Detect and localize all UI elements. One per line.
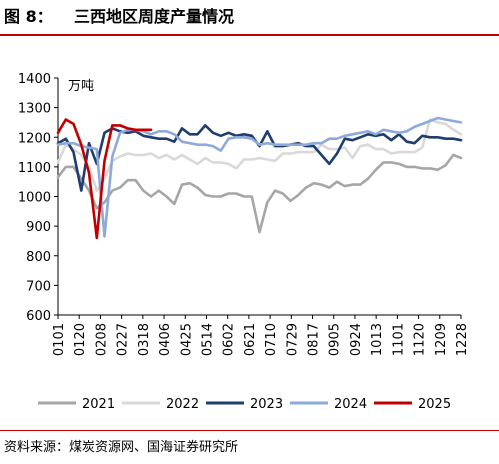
y-tick-label: 700 [26,279,51,294]
x-tick-label: 0905 [328,323,343,356]
x-tick-label: 0406 [158,323,173,356]
y-tick-label: 1300 [18,102,51,117]
y-tick-label: 1100 [18,161,51,176]
line-chart: 600 700 800 900 1000 1100 1200 1300 1400 0101 0120… [18,72,470,412]
x-tick-label: 1013 [370,323,385,356]
y-tick-label: 1000 [18,191,51,206]
x-tick-label: 0120 [73,323,88,356]
x-tick-label: 0924 [349,323,364,356]
y-tick-label: 900 [26,220,51,235]
top-divider [0,34,499,36]
y-tick-label: 1200 [18,131,51,146]
x-tick-label: 0227 [116,323,131,356]
legend-label-2021: 2021 [82,397,115,412]
series-line-2022 [56,118,463,192]
y-tick-label: 600 [26,309,51,324]
x-tick-label: 0318 [137,323,152,356]
legend-label-2022: 2022 [166,397,199,412]
x-tick-label: 1228 [455,323,470,356]
x-tick-label: 1101 [391,323,406,356]
x-tick-label: 0208 [94,323,109,356]
x-tick-label: 0425 [179,323,194,356]
x-tick-label: 0621 [243,323,258,356]
legend-label-2024: 2024 [334,397,367,412]
x-tick-label: 0101 [52,323,67,356]
series-line-2024 [56,116,463,238]
chart-axes: 600 700 800 900 1000 1100 1200 1300 1400 0101 0120… [18,72,470,356]
x-tick-label: 0514 [200,323,215,356]
legend-label-2025: 2025 [418,397,451,412]
legend: 2021 2022 2023 2024 2025 [38,397,451,412]
y-tick-label: 800 [26,250,51,265]
x-tick-label: 0710 [264,323,279,356]
x-tick-label: 1209 [434,323,449,356]
x-tick-label: 0602 [222,323,237,356]
series-line-2021 [56,153,463,234]
series-line-2025 [56,118,153,240]
figure-title: 图 8： 三西地区周度产量情况 [4,2,494,32]
unit-label: 万吨 [68,79,94,94]
series-line-2023 [56,124,463,192]
x-tick-label: 0729 [285,323,300,356]
x-tick-label: 1120 [413,323,428,356]
series-layer [56,116,463,240]
bottom-divider [0,430,499,431]
source-note: 资料来源：煤炭资源网、国海证券研究所 [4,440,239,455]
y-tick-label: 1400 [18,72,51,87]
figure-label: 图 8： [4,7,53,26]
x-tick-label: 0817 [307,323,322,356]
figure-title-text: 三西地区周度产量情况 [74,7,235,26]
legend-label-2023: 2023 [250,397,283,412]
